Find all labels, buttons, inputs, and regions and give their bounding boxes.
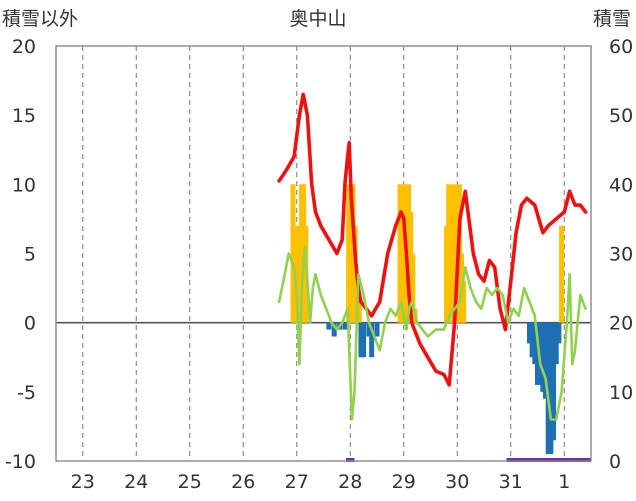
bar-precip_negative xyxy=(326,322,332,330)
series-lines xyxy=(277,92,588,421)
y-axis-right-label: 積雪 xyxy=(593,8,631,30)
bar-precip_negative xyxy=(331,322,337,337)
bar-precip_negative xyxy=(374,322,380,337)
y-right-tick-label: 30 xyxy=(609,244,633,266)
y-right-tick-label: 40 xyxy=(609,174,633,196)
plot-border xyxy=(55,45,592,462)
x-tick-label: 31 xyxy=(499,471,523,493)
bar-precip_negative xyxy=(535,322,540,385)
y-left-tick-label: 0 xyxy=(24,313,36,335)
bar-precip_negative xyxy=(361,322,367,358)
line-snow_depth xyxy=(277,92,588,387)
bar-precip_negative xyxy=(358,322,364,358)
bar-precip_negative xyxy=(543,322,549,399)
x-tick-label: 24 xyxy=(124,471,148,493)
y-right-tick-label: 10 xyxy=(609,382,633,404)
bar-precip_negative xyxy=(556,322,562,344)
x-tick-label: 28 xyxy=(338,471,362,493)
y-axis-left-label: 積雪以外 xyxy=(2,8,78,30)
bar-precip_positive xyxy=(356,301,362,323)
x-tick-label: 23 xyxy=(71,471,95,493)
plot-frame xyxy=(55,45,592,462)
y-right-tick-label: 0 xyxy=(609,451,621,473)
y-left-tick-label: -10 xyxy=(5,451,36,473)
bar-precip_negative xyxy=(553,322,559,365)
grid-lines xyxy=(56,46,591,462)
bar-precip_positive xyxy=(352,225,358,323)
chart-title: 奥中山 xyxy=(289,8,346,30)
bar-precip_negative xyxy=(532,322,538,365)
y-right-tick-label: 60 xyxy=(609,36,633,58)
y-left-tick-label: -5 xyxy=(17,382,36,404)
y-left-tick-label: 10 xyxy=(12,174,36,196)
x-tick-label: 25 xyxy=(178,471,202,493)
bar-precip_negative xyxy=(366,322,372,337)
bar-precip_negative xyxy=(540,322,546,392)
x-tick-label: 27 xyxy=(285,471,309,493)
y-right-tick-label: 50 xyxy=(609,105,633,127)
y-right-tick-label: 20 xyxy=(609,313,633,335)
tick-labels: -10 -5 0 5 10 15 20 0 10 20 30 40 50 60 23 24 25 26 27 28 29… xyxy=(5,36,633,493)
bar-precip_positive xyxy=(461,281,467,323)
bar-precip_negative xyxy=(545,322,551,455)
x-tick-label: 1 xyxy=(558,471,570,493)
y-left-tick-label: 20 xyxy=(12,36,36,58)
y-left-tick-label: 5 xyxy=(24,244,36,266)
x-tick-label: 30 xyxy=(445,471,469,493)
bar-precip_negative xyxy=(551,322,557,441)
bar-precip_negative xyxy=(529,322,535,358)
x-tick-label: 29 xyxy=(392,471,416,493)
bar-precip_negative xyxy=(548,322,554,455)
bar-precip_negative xyxy=(342,322,348,330)
bar-precip_positive xyxy=(559,225,565,323)
bar-precip_negative xyxy=(526,322,532,344)
line-temperature xyxy=(277,245,587,421)
y-left-tick-label: 15 xyxy=(12,105,36,127)
bar-precip_negative xyxy=(369,322,375,358)
x-tick-label: 26 xyxy=(231,471,255,493)
bar-precip_positive xyxy=(410,253,416,323)
